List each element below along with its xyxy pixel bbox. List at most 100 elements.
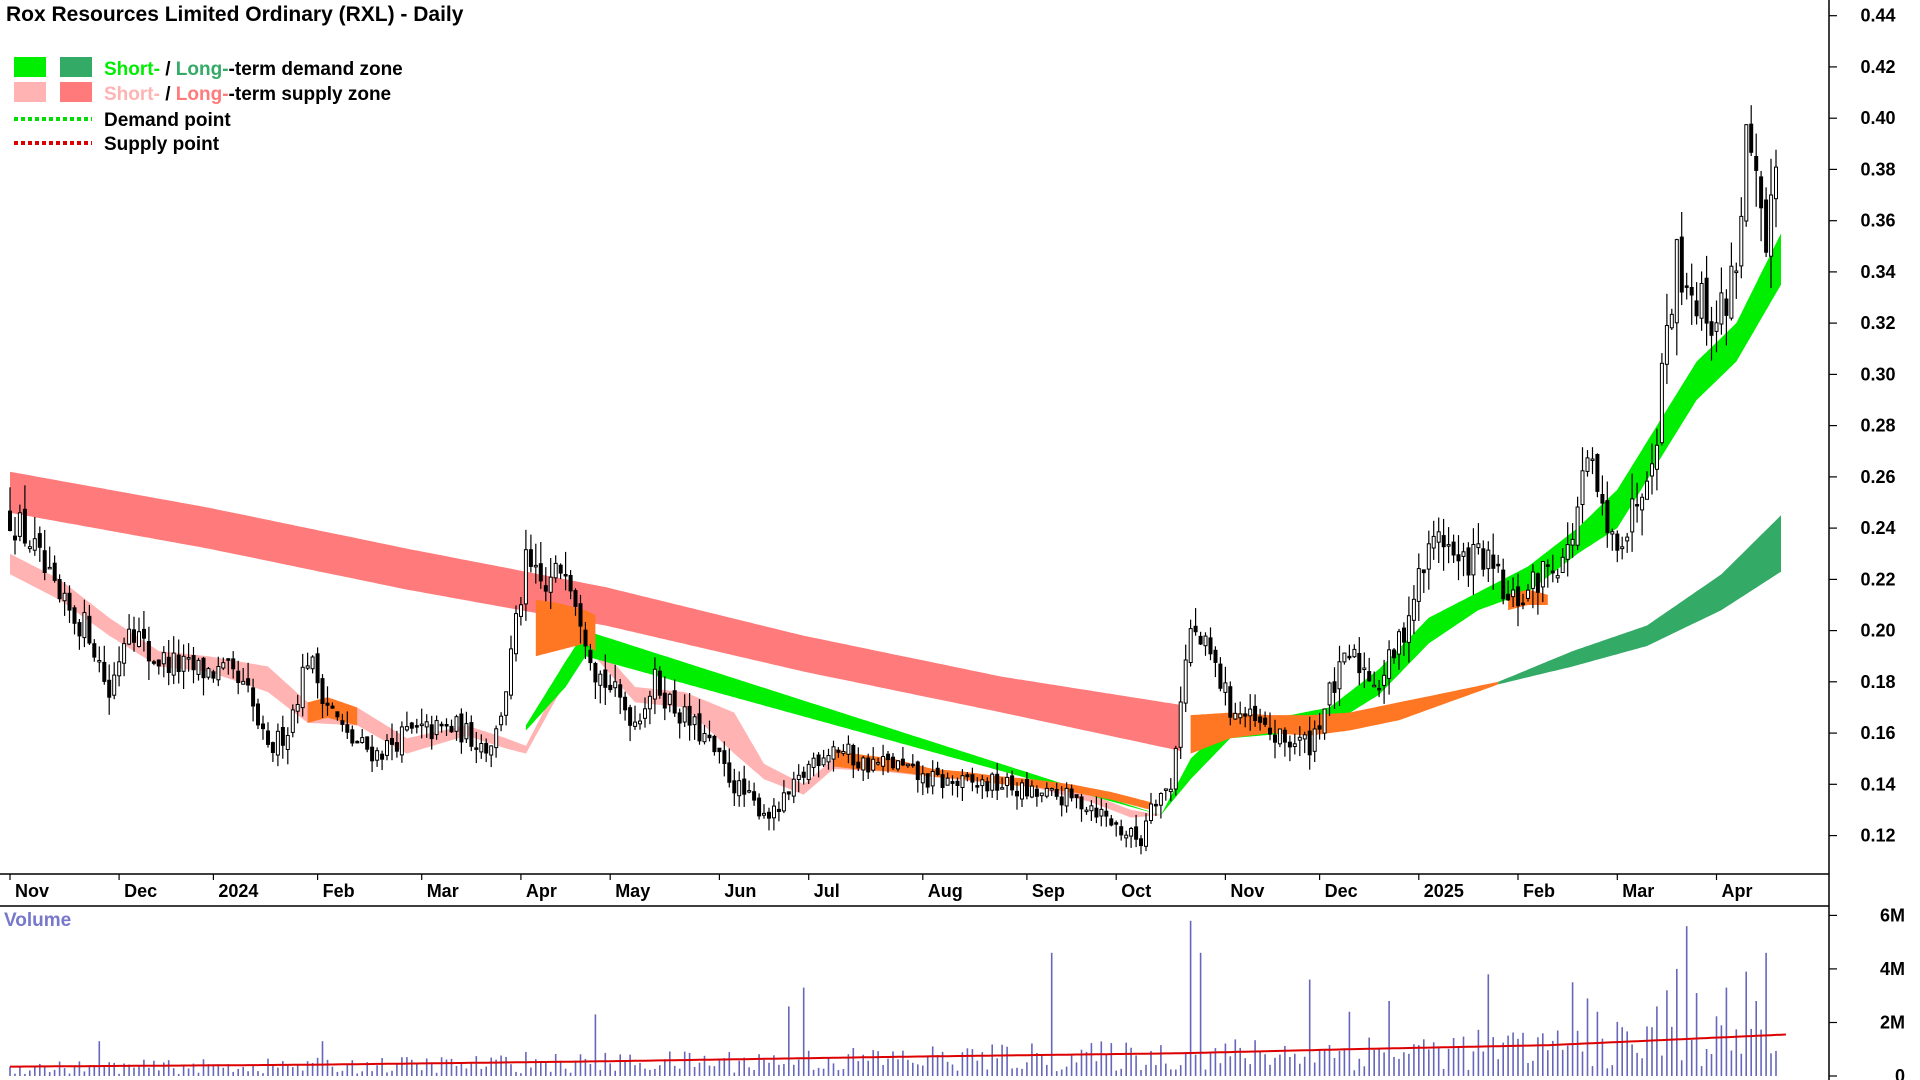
candle-body <box>1491 554 1496 569</box>
zones-layer <box>10 233 1781 818</box>
candle-body <box>246 678 251 686</box>
candle-body <box>1456 554 1461 562</box>
price-tick-label: 0.42 <box>1860 57 1895 77</box>
candle-body <box>682 706 687 723</box>
legend-supply-point-label: Supply point <box>104 134 220 155</box>
candle-body <box>702 733 707 743</box>
candle-body <box>876 762 881 765</box>
candle-body <box>871 758 876 771</box>
candle-body <box>1144 820 1148 847</box>
candle-body <box>732 780 737 794</box>
candle-body <box>1039 792 1044 797</box>
candle-body <box>509 648 513 696</box>
candle-body <box>558 564 563 574</box>
candle-body <box>340 720 345 725</box>
candle-body <box>161 652 166 665</box>
candle-body <box>628 707 633 726</box>
candle-body <box>1153 803 1158 807</box>
candle-body <box>429 724 434 740</box>
candle-body <box>747 790 752 793</box>
candle-body <box>1079 796 1084 810</box>
candle-body <box>499 715 504 726</box>
candle-body <box>1392 649 1396 659</box>
price-tick-label: 0.28 <box>1860 416 1895 436</box>
candle-body <box>1268 727 1272 735</box>
legend-text-supply-zone: Short- / Long--term supply zone <box>104 84 391 105</box>
candle-body <box>1337 661 1342 690</box>
candle-body <box>1198 635 1203 645</box>
candle-body <box>1659 362 1664 444</box>
candle-body <box>1362 667 1367 670</box>
chart-title: Rox Resources Limited Ordinary (RXL) - D… <box>6 3 464 26</box>
volume-tick-label: 0 <box>1895 1066 1905 1080</box>
candle-body <box>365 736 370 750</box>
candle-body <box>900 758 905 766</box>
candle-body <box>1580 470 1585 505</box>
price-tick-label: 0.18 <box>1860 672 1895 692</box>
candle-body <box>752 791 757 801</box>
candle-body <box>1357 653 1362 674</box>
candle-body <box>970 774 975 783</box>
candle-body <box>449 725 454 733</box>
candle-body <box>781 792 786 812</box>
candle-body <box>1640 496 1645 511</box>
candle-body <box>409 722 414 729</box>
candle-body <box>261 723 265 730</box>
candle-body <box>1466 547 1471 576</box>
candle-body <box>950 781 955 784</box>
x-tick-label: Jun <box>724 881 756 901</box>
candle-body <box>965 774 970 778</box>
candle-body <box>464 723 469 740</box>
candle-body <box>643 708 647 719</box>
candle-body <box>1044 787 1049 797</box>
candle-body <box>1709 321 1714 336</box>
candle-body <box>504 691 509 716</box>
candle-body <box>1699 283 1704 319</box>
candle-body <box>1590 458 1595 461</box>
candle-body <box>841 751 846 754</box>
candle-body <box>523 549 528 605</box>
candle-body <box>548 576 553 593</box>
candle-body <box>1054 789 1059 797</box>
candle-body <box>925 773 930 788</box>
candle-body <box>1263 717 1268 725</box>
candle-body <box>573 590 578 607</box>
candle-body <box>72 607 77 624</box>
candle-body <box>1570 538 1575 546</box>
volume-tick-label: 6M <box>1880 905 1905 925</box>
candle-body <box>1704 277 1709 324</box>
candle-body <box>1372 684 1377 688</box>
candle-body <box>1084 809 1089 813</box>
candle-body <box>603 669 608 688</box>
candle-body <box>1411 598 1416 621</box>
candle-body <box>221 662 226 669</box>
candle-body <box>77 622 82 637</box>
candle-body <box>459 713 464 743</box>
x-tick-label: Mar <box>427 881 459 901</box>
x-tick-label: Aug <box>928 881 963 901</box>
candle-body <box>861 757 866 771</box>
candle-body <box>1605 500 1610 534</box>
candle-body <box>1168 788 1173 793</box>
candle-body <box>67 592 72 611</box>
volume-axis-title: Volume <box>4 910 71 931</box>
candle-body <box>1664 325 1669 365</box>
candle-body <box>335 711 340 718</box>
candle-body <box>1406 615 1411 643</box>
candle-body <box>1689 287 1694 296</box>
candle-body <box>47 566 52 570</box>
x-tick-label: 2025 <box>1424 881 1464 901</box>
price-tick-label: 0.14 <box>1860 774 1895 794</box>
candle-body <box>1258 716 1263 723</box>
candle-body <box>1163 788 1168 791</box>
candle-body <box>1129 828 1134 837</box>
candle-body <box>1719 292 1724 325</box>
legend: Short- / Long--term demand zone Short- /… <box>14 57 403 155</box>
candle-body <box>57 579 62 600</box>
candle-body <box>1203 635 1208 647</box>
price-tick-label: 0.20 <box>1860 621 1895 641</box>
candle-body <box>657 670 662 696</box>
candle-body <box>945 777 950 786</box>
price-tick-label: 0.38 <box>1860 159 1895 179</box>
